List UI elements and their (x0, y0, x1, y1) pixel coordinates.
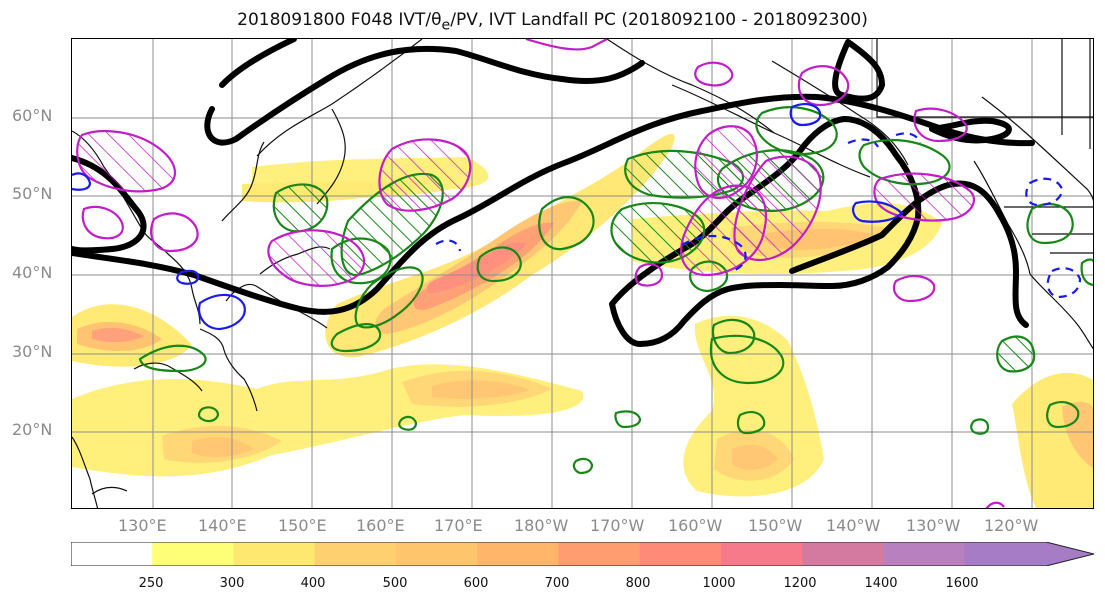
lat-label-20n: 20°N (12, 420, 53, 439)
colorbar-bin-1600plus (964, 542, 1094, 566)
colorbar-bin-800-1000 (639, 542, 722, 566)
colorbar-bin-600-700 (477, 542, 559, 566)
weather-map-svg (72, 39, 1093, 508)
colorbar-bin-500-600 (396, 542, 478, 566)
lon-label-160w: 160°W (668, 516, 723, 535)
colorbar-bin-1400-1600 (883, 542, 966, 566)
lon-label-140e: 140°E (198, 516, 247, 535)
colorbar-label-300: 300 (219, 576, 245, 591)
colorbar-bin-1200-1400 (802, 542, 884, 566)
lat-label-30n: 30°N (12, 342, 53, 361)
lon-label-160e: 160°E (356, 516, 405, 535)
colorbar-outline (71, 542, 1094, 566)
title-theta: θ (431, 10, 442, 30)
colorbar-label-1400: 1400 (864, 576, 898, 591)
magenta-contours (76, 39, 1005, 508)
colorbar-bin-700-800 (558, 542, 641, 566)
colorbar-bin-300-400 (233, 542, 316, 566)
colorbar-label-400: 400 (300, 576, 326, 591)
colorbar-label-1600: 1600 (945, 576, 979, 591)
lat-label-50n: 50°N (12, 184, 53, 203)
lon-label-130w: 130°W (906, 516, 961, 535)
map-panel (71, 38, 1094, 509)
lon-label-170w: 170°W (590, 516, 645, 535)
figure-title: 2018091800 F048 IVT/θe/PV, IVT Landfall … (0, 10, 1105, 33)
lon-label-150w: 150°W (748, 516, 803, 535)
colorbar-label-500: 500 (382, 576, 408, 591)
colorbar-label-1200: 1200 (783, 576, 817, 591)
colorbar-label-250: 250 (138, 576, 164, 591)
lon-label-130e: 130°E (118, 516, 167, 535)
title-prefix: 2018091800 F048 IVT/ (237, 10, 432, 30)
colorbar-label-800: 800 (625, 576, 651, 591)
title-suffix: /PV, IVT Landfall PC (2018092100 - 20180… (450, 10, 868, 30)
colorbar-bin-0-250 (71, 542, 153, 566)
blue-contours (72, 103, 1082, 331)
lat-label-60n: 60°N (12, 106, 53, 125)
lon-label-120w: 120°W (984, 516, 1039, 535)
colorbar-bin-400-500 (314, 542, 397, 566)
lon-label-170e: 170°E (434, 516, 483, 535)
lat-label-40n: 40°N (12, 263, 53, 282)
lon-label-180w: 180°W (514, 516, 569, 535)
colorbar-label-1000: 1000 (702, 576, 736, 591)
lon-label-150e: 150°E (278, 516, 327, 535)
lon-label-140w: 140°W (826, 516, 881, 535)
ivt-colorbar (71, 542, 1094, 566)
title-subscript: e (441, 17, 451, 34)
colorbar-label-700: 700 (544, 576, 570, 591)
colorbar-bin-1000-1200 (721, 542, 803, 566)
colorbar-bin-250-300 (152, 542, 234, 566)
colorbar-label-600: 600 (463, 576, 489, 591)
